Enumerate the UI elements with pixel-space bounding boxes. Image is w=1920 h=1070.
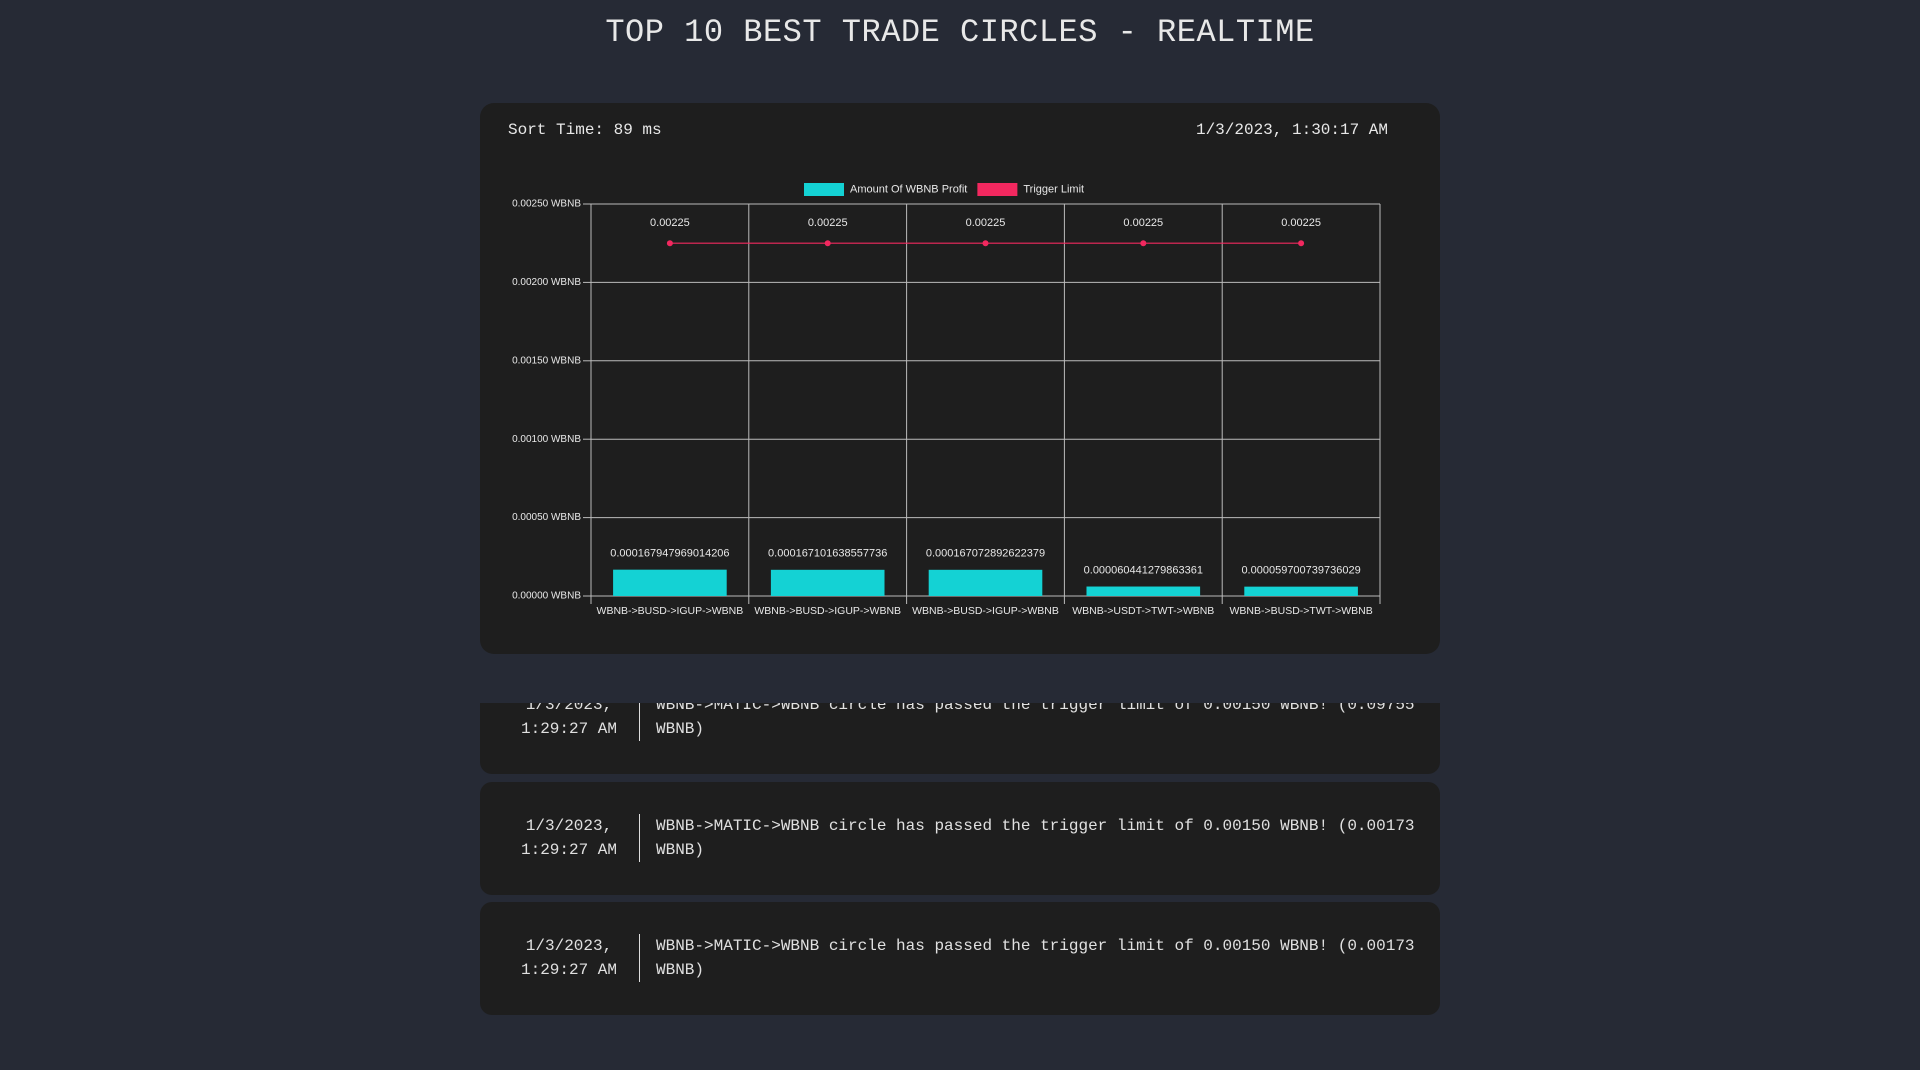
trigger-point (982, 240, 989, 247)
bar-value-label: 0.000060441279863361 (1084, 564, 1203, 576)
log-time: 1/3/2023, 1:29:27 AM (520, 817, 617, 859)
log-message: WBNB->MATIC->WBNB circle has passed the … (656, 937, 1415, 979)
x-tick-label: WBNB->BUSD->IGUP->WBNB (597, 605, 744, 617)
page-title: TOP 10 BEST TRADE CIRCLES - REALTIME (605, 14, 1315, 51)
bar-value-label: 0.000167947969014206 (610, 548, 729, 560)
bar (1244, 586, 1358, 596)
x-tick-label: WBNB->BUSD->IGUP->WBNB (754, 605, 901, 617)
log-entry: 1/3/2023, 1:29:27 AM WBNB->MATIC->WBNB ci… (480, 703, 1440, 774)
y-tick-label: 0.00200 WBNB (512, 277, 581, 288)
y-tick-label: 0.00100 WBNB (512, 434, 581, 445)
trigger-point (824, 240, 831, 247)
log-message: WBNB->MATIC->WBNB circle has passed the … (656, 703, 1415, 738)
bar-value-label: 0.000059700739736029 (1241, 565, 1360, 577)
y-tick-label: 0.00150 WBNB (512, 355, 581, 366)
bar (928, 569, 1043, 596)
x-tick-label: WBNB->BUSD->TWT->WBNB (1229, 605, 1372, 617)
bar (1086, 586, 1201, 596)
sort-time: Sort Time: 89 ms (508, 121, 662, 139)
line-value-label: 0.00225 (1281, 217, 1321, 229)
log-time: 1/3/2023, 1:29:27 AM (520, 703, 617, 738)
legend-label: Trigger Limit (1023, 183, 1084, 195)
log-time: 1/3/2023, 1:29:27 AM (520, 937, 617, 979)
line-value-label: 0.00225 (650, 217, 690, 229)
x-tick-label: WBNB->USDT->TWT->WBNB (1072, 605, 1214, 617)
log-entry: 1/3/2023, 1:29:27 AM WBNB->MATIC->WBNB ci… (480, 902, 1440, 1015)
trigger-point (1298, 240, 1305, 247)
log-separator (639, 703, 640, 741)
y-tick-label: 0.00250 WBNB (512, 199, 581, 210)
line-value-label: 0.00225 (1123, 217, 1163, 229)
trigger-point (666, 240, 673, 247)
log-separator (639, 934, 640, 982)
log-message: WBNB->MATIC->WBNB circle has passed the … (656, 817, 1415, 859)
bar-value-label: 0.000167072892622379 (926, 548, 1045, 560)
y-tick-label: 0.00050 WBNB (512, 512, 581, 523)
chart: 0.00000 WBNB 0.00050 WBNB 0.00100 WBNB 0.00… (512, 183, 1381, 617)
bar (613, 569, 727, 596)
legend-swatch (977, 183, 1018, 196)
line-value-label: 0.00225 (966, 217, 1006, 229)
legend-label: Amount Of WBNB Profit (850, 183, 967, 195)
timestamp: 1/3/2023, 1:30:17 AM (1195, 121, 1388, 139)
x-tick-label: WBNB->BUSD->IGUP->WBNB (912, 605, 1059, 617)
trigger-point (1140, 240, 1147, 247)
log-entry: 1/3/2023, 1:29:27 AM WBNB->MATIC->WBNB ci… (480, 782, 1440, 895)
y-tick-label: 0.00000 WBNB (512, 591, 581, 602)
log-list: 1/3/2023, 1:29:27 AM WBNB->MATIC->WBNB ci… (480, 703, 1440, 1023)
bar (770, 569, 885, 596)
bar-value-label: 0.000167101638557736 (768, 548, 887, 560)
chart-panel: Sort Time: 89 ms 1/3/2023, 1:30:17 AM 0.… (480, 103, 1440, 654)
legend-swatch (804, 183, 844, 196)
line-value-label: 0.00225 (808, 217, 848, 229)
log-separator (639, 814, 640, 862)
